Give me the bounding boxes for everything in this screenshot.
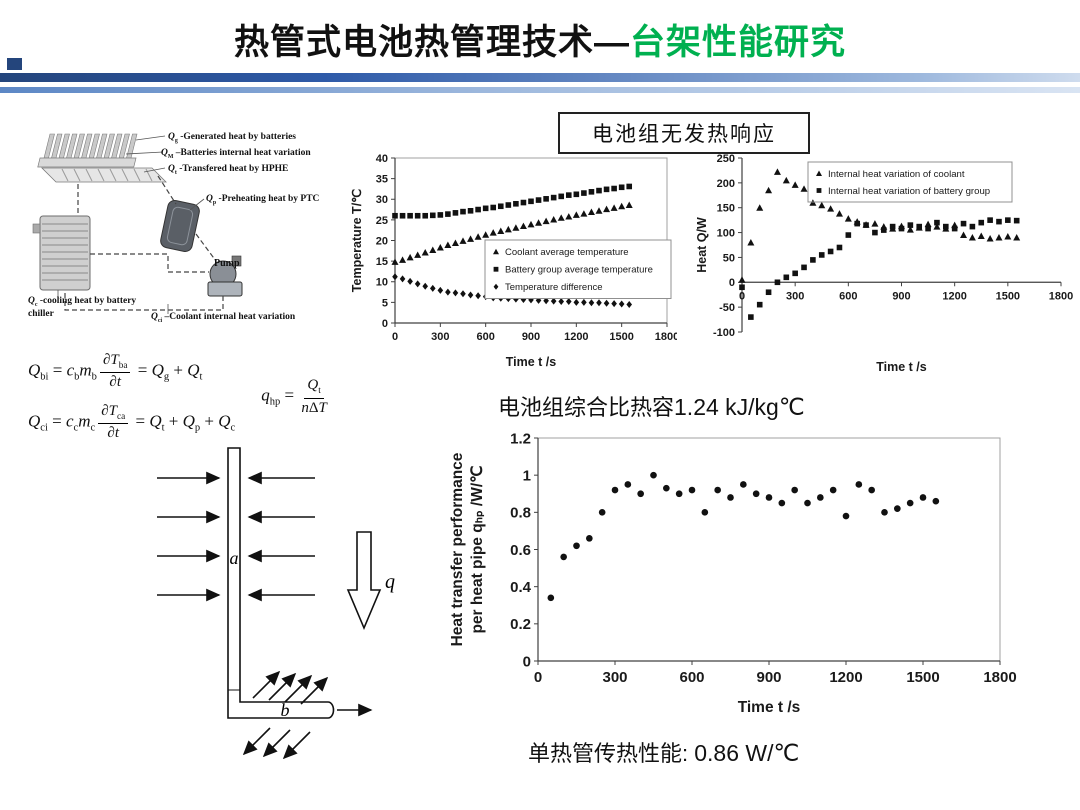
svg-text:150: 150 (717, 203, 735, 215)
svg-text:25: 25 (376, 215, 388, 227)
svg-text:1: 1 (523, 468, 531, 485)
label-pump: Pump (214, 258, 240, 269)
pipe-label-b: b (281, 700, 290, 720)
svg-text:0.6: 0.6 (510, 542, 531, 559)
svg-text:-100: -100 (713, 327, 735, 339)
heat-pipe-diagram: a q b (145, 432, 435, 782)
hp-performance-prefix: 单热管传热性能: (528, 741, 689, 766)
svg-text:900: 900 (522, 331, 540, 343)
svg-text:0.4: 0.4 (510, 579, 532, 596)
svg-text:300: 300 (602, 669, 627, 686)
svg-text:20: 20 (376, 235, 388, 247)
svg-text:0: 0 (729, 277, 735, 289)
label-qt: Qt -Transfered heat by HPHE (168, 164, 289, 176)
title-divider-bar-bottom (0, 87, 1080, 93)
equation-battery-balance: Qbi = cbmb ∂Tba ∂t = Qg + Qt (28, 352, 203, 391)
title-divider-square (7, 58, 22, 70)
equation-coolant-balance: Qci = ccmc ∂Tca ∂t = Qt + Qp + Qc (28, 402, 236, 441)
svg-text:Battery group average temperat: Battery group average temperature (505, 265, 653, 276)
svg-text:200: 200 (717, 178, 735, 190)
svg-text:0.8: 0.8 (510, 505, 531, 522)
svg-text:600: 600 (476, 331, 494, 343)
svg-text:300: 300 (786, 290, 804, 302)
svg-text:0: 0 (523, 653, 531, 670)
svg-text:1200: 1200 (564, 331, 588, 343)
label-qg: Qg -Generated heat by batteries (168, 132, 297, 144)
svg-text:0: 0 (392, 331, 398, 343)
no-heating-response-callout: 电池组无发热响应 (558, 112, 810, 154)
svg-text:-50: -50 (719, 302, 735, 314)
svg-text:40: 40 (376, 153, 388, 165)
svg-text:10: 10 (376, 277, 388, 289)
svg-text:900: 900 (756, 669, 781, 686)
svg-text:1800: 1800 (1049, 290, 1073, 302)
svg-text:0: 0 (382, 318, 388, 330)
callout-text: 电池组无发热响应 (592, 123, 776, 146)
battery-system-diagram: Qg -Generated heat by batteries QM –Batt… (18, 104, 353, 344)
svg-text:Internal heat variation of bat: Internal heat variation of battery group (828, 186, 990, 197)
svg-text:1800: 1800 (983, 669, 1016, 686)
heat-pipe-art: a q b (157, 447, 395, 760)
svg-text:300: 300 (431, 331, 449, 343)
svg-text:0: 0 (739, 290, 745, 302)
svg-text:1500: 1500 (609, 331, 633, 343)
svg-text:Coolant average temperature: Coolant average temperature (505, 247, 629, 258)
svg-text:per heat pipe qₕₚ /W/℃: per heat pipe qₕₚ /W/℃ (469, 465, 486, 634)
title-green-segment: 台架性能研究 (630, 23, 847, 62)
svg-text:1.2: 1.2 (510, 430, 531, 447)
specific-heat-prefix: 电池组综合比热容 (498, 395, 675, 420)
heat-pipe-performance-result: 单热管传热性能: 0.86 W/℃ (528, 736, 799, 768)
svg-text:Temperature T/℃: Temperature T/℃ (350, 189, 364, 292)
svg-text:Internal heat variation of coo: Internal heat variation of coolant (828, 169, 965, 180)
svg-text:15: 15 (376, 256, 388, 268)
page-title: 热管式电池热管理技术—台架性能研究 (0, 14, 1080, 65)
specific-heat-result: 电池组综合比热容1.24 kJ/kg℃ (498, 390, 805, 422)
svg-text:1200: 1200 (829, 669, 862, 686)
svg-text:Temperature difference: Temperature difference (505, 282, 603, 293)
label-qc: Qc -cooling heat by battery chiller (28, 296, 137, 319)
energy-balance-equations: Qbi = cbmb ∂Tba ∂t = Qg + Qt Qci = ccmc ∂Tc… (28, 352, 468, 441)
heat-variation-chart: 0 300 600 900 1200 1500 1800 -100 -50 0 50 100 150 20… (690, 146, 1075, 383)
svg-text:Heat Q/W: Heat Q/W (695, 217, 709, 273)
svg-text:50: 50 (723, 252, 735, 264)
hp-performance-value: 0.86 W/℃ (694, 740, 800, 766)
title-divider-bar-top (0, 73, 1080, 82)
svg-text:Time t /s: Time t /s (876, 360, 927, 374)
flux-label-q: q (385, 571, 395, 593)
heat-pipe-performance-chart: 0 300 600 900 1200 1500 1800 0 0.2 0.4 0.6 0.8 1 1.2 T… (438, 424, 1018, 724)
svg-text:0: 0 (534, 669, 542, 686)
svg-text:1800: 1800 (655, 331, 677, 343)
label-qci: Qci –Coolant internal heat variation (151, 312, 296, 324)
label-qm: QM –Batteries internal heat variation (161, 148, 311, 160)
equation-heat-pipe-performance: qhp = Qt nΔT (261, 377, 327, 416)
svg-text:600: 600 (839, 290, 857, 302)
specific-heat-value: 1.24 kJ/kg℃ (674, 394, 805, 420)
svg-text:0.2: 0.2 (510, 616, 531, 633)
svg-text:1500: 1500 (996, 290, 1020, 302)
svg-text:1500: 1500 (906, 669, 939, 686)
svg-text:35: 35 (376, 174, 388, 186)
title-black-segment: 热管式电池热管理技术— (233, 23, 630, 62)
temperature-response-chart: 0 300 600 900 1200 1500 1800 0 5 10 15 20 25 30 35 40 Ti… (345, 148, 679, 378)
svg-text:900: 900 (892, 290, 910, 302)
svg-text:250: 250 (717, 153, 735, 165)
svg-text:Time t /s: Time t /s (506, 355, 557, 369)
svg-text:30: 30 (376, 194, 388, 206)
svg-text:1200: 1200 (942, 290, 966, 302)
svg-text:Heat transfer performance: Heat transfer performance (449, 452, 466, 646)
battery-system-art (32, 133, 243, 314)
svg-text:Time t /s: Time t /s (738, 699, 801, 716)
svg-text:5: 5 (382, 297, 388, 309)
svg-text:600: 600 (679, 669, 704, 686)
svg-text:100: 100 (717, 228, 735, 240)
label-qp: Qp -Preheating heat by PTC (206, 194, 320, 206)
pipe-label-a: a (230, 548, 239, 568)
